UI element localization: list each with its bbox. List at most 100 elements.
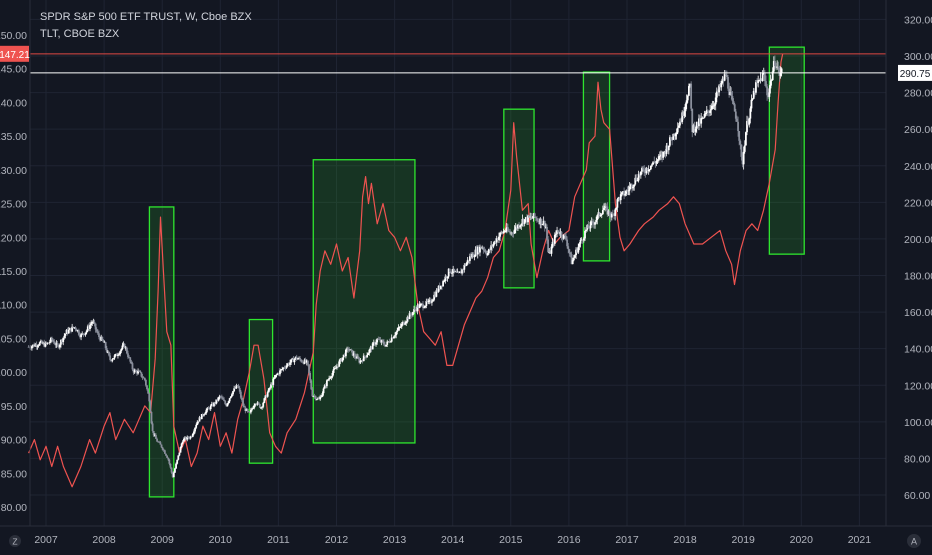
spy-candle-body[interactable] xyxy=(238,388,241,392)
spy-candle-body[interactable] xyxy=(729,92,732,96)
spy-candle-body[interactable] xyxy=(510,232,513,234)
spy-candle-body[interactable] xyxy=(279,370,281,375)
spy-candle-body[interactable] xyxy=(644,172,647,174)
spy-candle-body[interactable] xyxy=(84,332,87,335)
spy-candle-body[interactable] xyxy=(327,379,329,381)
spy-candle-body[interactable] xyxy=(638,173,641,176)
spy-candle-body[interactable] xyxy=(199,417,202,420)
spy-candle-body[interactable] xyxy=(124,347,127,349)
spy-candle-body[interactable] xyxy=(120,348,123,352)
spy-candle-body[interactable] xyxy=(222,397,224,400)
spy-candle-body[interactable] xyxy=(513,229,516,234)
spy-candle-body[interactable] xyxy=(699,118,701,124)
spy-candle-body[interactable] xyxy=(203,414,205,416)
spy-candle-body[interactable] xyxy=(567,246,570,250)
spy-candle-body[interactable] xyxy=(198,417,201,422)
spy-candle-body[interactable] xyxy=(551,241,554,247)
spy-candle-body[interactable] xyxy=(425,301,428,306)
spy-candle-body[interactable] xyxy=(396,330,399,332)
spy-candle-body[interactable] xyxy=(381,340,384,342)
spy-candle-body[interactable] xyxy=(101,336,104,340)
spy-candle-body[interactable] xyxy=(622,191,624,193)
spy-candle-body[interactable] xyxy=(225,404,228,407)
spy-candle-body[interactable] xyxy=(502,231,505,234)
spy-candle-body[interactable] xyxy=(467,259,470,261)
spy-candle-body[interactable] xyxy=(438,285,441,289)
spy-candle-body[interactable] xyxy=(300,359,303,362)
spy-candle-body[interactable] xyxy=(395,331,398,336)
spy-candle-body[interactable] xyxy=(728,88,731,96)
spy-candle-body[interactable] xyxy=(747,121,750,125)
spy-candle-body[interactable] xyxy=(276,373,279,375)
spy-candle-body[interactable] xyxy=(139,371,142,373)
spy-candle-body[interactable] xyxy=(44,342,47,347)
spy-candle-body[interactable] xyxy=(308,364,310,373)
spy-candle-body[interactable] xyxy=(348,349,351,351)
spy-candle-body[interactable] xyxy=(277,373,280,375)
spy-candle-body[interactable] xyxy=(590,221,593,223)
spy-candle-body[interactable] xyxy=(403,322,405,325)
spy-candle-body[interactable] xyxy=(429,299,432,303)
spy-candle-body[interactable] xyxy=(132,369,135,373)
highlight-box[interactable] xyxy=(312,159,416,444)
spy-candle-body[interactable] xyxy=(226,403,229,407)
spy-candle-body[interactable] xyxy=(774,61,776,67)
spy-candle-body[interactable] xyxy=(325,380,328,387)
spy-candle-body[interactable] xyxy=(763,73,766,82)
spy-candle-body[interactable] xyxy=(727,76,729,89)
spy-candle-body[interactable] xyxy=(560,231,563,237)
spy-candle-body[interactable] xyxy=(450,272,452,274)
spy-candle-body[interactable] xyxy=(488,249,490,254)
spy-candle-body[interactable] xyxy=(252,407,255,409)
spy-candle-body[interactable] xyxy=(599,215,602,216)
spy-candle-body[interactable] xyxy=(675,132,678,134)
spy-candle-body[interactable] xyxy=(660,154,662,156)
spy-candle-body[interactable] xyxy=(188,437,191,439)
spy-candle-body[interactable] xyxy=(434,294,437,297)
spy-candle-body[interactable] xyxy=(329,377,332,379)
spy-candle-body[interactable] xyxy=(246,408,249,412)
spy-candle-body[interactable] xyxy=(106,351,109,353)
spy-candle-body[interactable] xyxy=(296,358,299,360)
spy-candle-body[interactable] xyxy=(477,246,480,253)
spy-candle-body[interactable] xyxy=(264,395,267,399)
spy-candle-body[interactable] xyxy=(677,125,680,128)
spy-candle-body[interactable] xyxy=(756,82,758,83)
spy-candle-body[interactable] xyxy=(142,377,145,379)
spy-candle-body[interactable] xyxy=(483,249,486,251)
spy-candle-body[interactable] xyxy=(757,80,760,83)
spy-candle-body[interactable] xyxy=(197,421,200,423)
spy-candle-body[interactable] xyxy=(706,110,709,112)
spy-candle-body[interactable] xyxy=(470,256,472,258)
spy-candle-body[interactable] xyxy=(274,374,277,378)
spy-candle-body[interactable] xyxy=(98,333,100,338)
spy-candle-body[interactable] xyxy=(693,125,696,132)
spy-candle-body[interactable] xyxy=(46,342,49,345)
spy-candle-body[interactable] xyxy=(121,345,124,349)
spy-candle-body[interactable] xyxy=(586,225,589,230)
spy-candle-body[interactable] xyxy=(426,301,429,303)
spy-candle-body[interactable] xyxy=(163,450,166,454)
spy-candle-body[interactable] xyxy=(358,358,361,363)
spy-candle-body[interactable] xyxy=(394,335,396,337)
spy-candle-body[interactable] xyxy=(104,342,107,349)
spy-candle-body[interactable] xyxy=(399,326,402,328)
spy-candle-body[interactable] xyxy=(739,140,742,145)
spy-candle-body[interactable] xyxy=(481,247,484,249)
spy-candle-body[interactable] xyxy=(391,337,394,339)
spy-candle-body[interactable] xyxy=(245,408,248,412)
spy-candle-body[interactable] xyxy=(752,90,755,99)
spy-candle-body[interactable] xyxy=(244,407,247,412)
spy-candle-body[interactable] xyxy=(393,336,395,339)
spy-candle-body[interactable] xyxy=(129,357,132,362)
spy-candle-body[interactable] xyxy=(471,253,474,258)
spy-candle-body[interactable] xyxy=(684,104,687,112)
spy-candle-body[interactable] xyxy=(187,436,190,438)
spy-candle-body[interactable] xyxy=(60,339,62,345)
spy-candle-body[interactable] xyxy=(724,73,727,75)
spy-candle-body[interactable] xyxy=(542,220,545,225)
spy-candle-body[interactable] xyxy=(58,344,61,348)
spy-candle-body[interactable] xyxy=(330,376,333,378)
spy-candle-body[interactable] xyxy=(356,356,358,359)
spy-candle-body[interactable] xyxy=(779,72,782,76)
